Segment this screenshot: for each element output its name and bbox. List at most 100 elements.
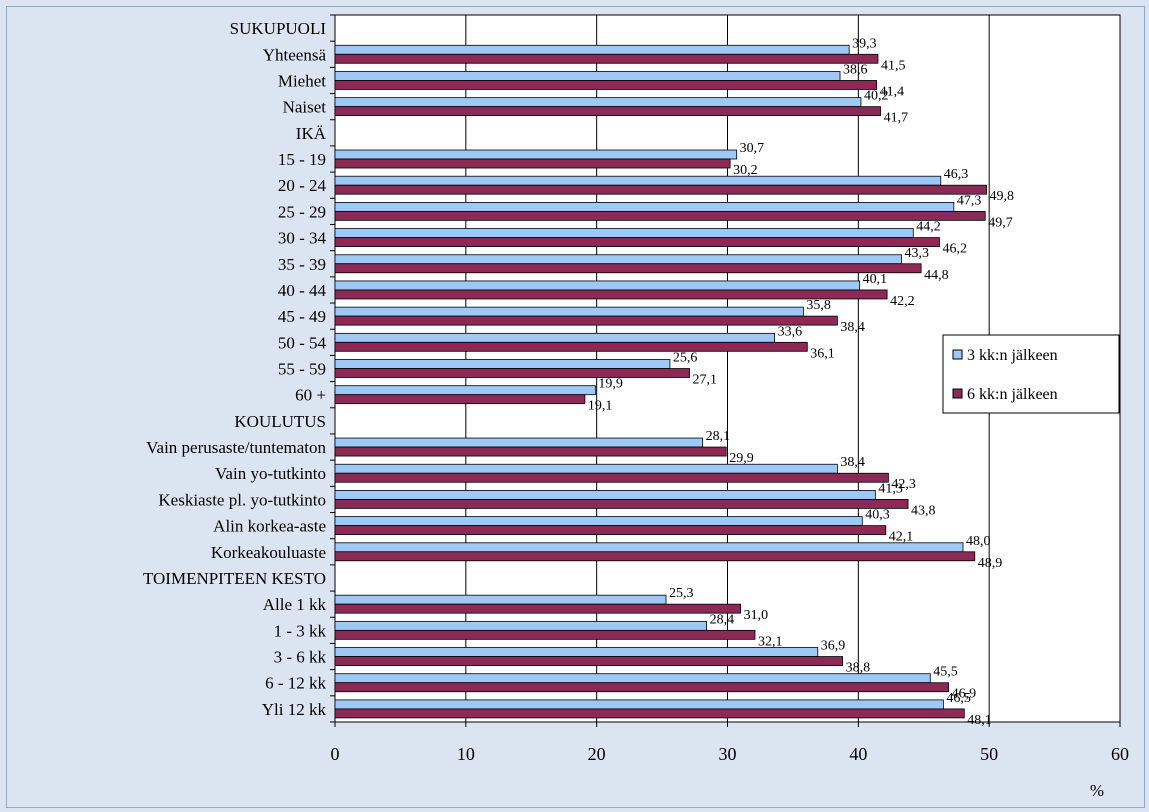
bar-3kk (334, 437, 704, 448)
legend-label-3kk: 3 kk:n jälkeen (967, 347, 1058, 364)
data-label-3kk: 28,4 (710, 612, 735, 627)
category-label: 1 - 3 kk (274, 621, 327, 640)
data-label-3kk: 40,3 (865, 508, 890, 523)
category-label: 15 - 19 (278, 150, 326, 169)
x-axis-unit-label: % (1090, 781, 1104, 800)
data-label-3kk: 40,2 (864, 89, 889, 104)
bar-3kk (334, 699, 944, 710)
bar-6kk (334, 80, 878, 90)
data-label-6kk: 42,3 (891, 477, 916, 492)
bar-6kk (334, 603, 741, 614)
bar-3kk (334, 254, 902, 265)
category-label: Korkeakouluaste (211, 543, 326, 562)
legend-swatch-3kk (952, 349, 963, 360)
data-label-6kk: 41,7 (884, 111, 909, 126)
data-label-3kk: 47,3 (957, 193, 982, 208)
bar-6kk (334, 315, 838, 326)
data-label-6kk: 42,2 (890, 294, 915, 309)
bar-3kk (334, 647, 819, 657)
category-label: 40 - 44 (278, 281, 327, 300)
data-label-6kk: 36,1 (810, 346, 835, 361)
bar-3kk (334, 280, 861, 291)
category-label: 55 - 59 (278, 360, 326, 379)
bar-3kk (334, 359, 671, 369)
category-label: Vain perusaste/tuntematon (146, 438, 326, 457)
data-label-3kk: 46,3 (944, 167, 969, 182)
bar-3kk (334, 332, 776, 343)
data-label-3kk: 33,6 (778, 324, 803, 339)
bar-6kk (334, 289, 888, 300)
data-label-3kk: 45,5 (933, 665, 958, 680)
data-label-6kk: 42,1 (889, 530, 914, 545)
bars (334, 44, 987, 719)
bar-3kk (334, 620, 707, 631)
category-label: SUKUPUOLI (230, 19, 327, 38)
category-label: Miehet (278, 71, 326, 90)
category-label: 60 + (295, 386, 326, 405)
data-label-3kk: 25,6 (673, 351, 698, 366)
x-tick-label: 40 (849, 744, 867, 764)
category-label: 20 - 24 (278, 176, 327, 195)
bar-6kk (334, 263, 922, 274)
bar-6kk (334, 368, 690, 378)
bar-6kk (334, 656, 844, 666)
data-label-3kk: 43,3 (905, 246, 930, 261)
data-label-3kk: 19,9 (598, 377, 623, 392)
x-tick-label: 20 (588, 744, 606, 764)
bar-3kk (334, 542, 964, 553)
bar-6kk (334, 682, 950, 693)
bar-3kk (334, 97, 862, 108)
x-tick-label: 30 (719, 744, 737, 764)
category-label: 45 - 49 (278, 307, 326, 326)
category-label: IKÄ (296, 124, 327, 143)
data-label-6kk: 32,1 (758, 634, 783, 649)
bar-6kk (334, 629, 756, 640)
bar-3kk (334, 516, 863, 527)
bar-6kk (334, 341, 808, 352)
legend-box (942, 334, 1120, 414)
bar-6kk (334, 394, 586, 405)
bar-6kk (334, 472, 889, 483)
category-label: 6 - 12 kk (265, 674, 326, 693)
data-label-6kk: 27,1 (693, 373, 718, 388)
category-label: 50 - 54 (278, 333, 327, 352)
data-label-6kk: 30,2 (733, 163, 758, 178)
bar-6kk (334, 551, 976, 562)
data-label-3kk: 28,1 (706, 429, 731, 444)
bar-6kk (334, 210, 986, 221)
bar-6kk (334, 158, 731, 169)
data-label-6kk: 49,8 (990, 189, 1015, 204)
data-label-6kk: 29,9 (729, 451, 754, 466)
category-labels: SUKUPUOLI Yhteensä Miehet Naiset IKÄ 15 - 19 2… (143, 19, 327, 719)
x-tick-labels: 0 10 20 30 40 50 60 (331, 744, 1130, 764)
data-label-6kk: 31,0 (744, 608, 769, 623)
x-tick-label: 50 (980, 744, 998, 764)
data-label-3kk: 36,9 (821, 639, 846, 654)
category-label: Yli 12 kk (262, 700, 327, 719)
category-label: Naiset (283, 98, 327, 117)
bar-6kk (334, 446, 727, 457)
bar-6kk (334, 53, 879, 64)
bar-6kk (334, 525, 887, 536)
x-tick-label: 0 (331, 744, 340, 764)
data-label-6kk: 41,4 (880, 84, 905, 99)
value-labels: 39,3 41,5 38,6 41,440,2 41,7 30,7 30,2 46,3 49,8… (588, 36, 1014, 728)
bar-3kk (334, 149, 738, 160)
bar-3kk (334, 228, 914, 238)
bar-6kk (334, 106, 881, 117)
data-label-3kk: 25,3 (669, 586, 694, 601)
data-label-3kk: 44,2 (916, 220, 941, 235)
category-label: 25 - 29 (278, 202, 326, 221)
data-label-3kk: 41,3 (878, 481, 903, 496)
data-label-6kk: 46,2 (942, 242, 967, 257)
category-label: 35 - 39 (278, 255, 326, 274)
data-label-6kk: 48,1 (967, 713, 992, 728)
bar-6kk (334, 237, 940, 247)
data-label-6kk: 38,4 (840, 320, 865, 335)
data-label-6kk: 44,8 (924, 268, 949, 283)
data-label-3kk: 38,4 (840, 455, 865, 470)
bar-3kk (334, 594, 667, 605)
data-label-3kk: 40,1 (863, 272, 888, 287)
category-label: KOULUTUS (234, 412, 326, 431)
data-label-6kk: 41,5 (881, 58, 906, 73)
